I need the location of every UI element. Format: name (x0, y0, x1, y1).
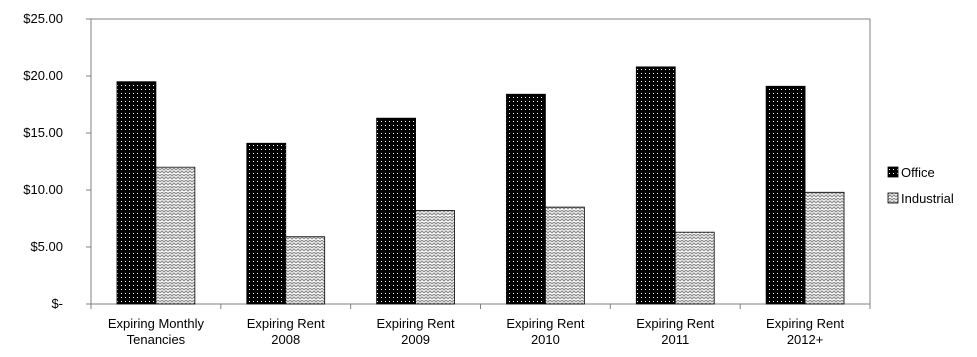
bar-industrial (285, 236, 326, 305)
bar-office (765, 85, 806, 305)
plot-area (90, 18, 871, 305)
legend: Office Industrial (887, 165, 954, 206)
x-category-label: 2009 (401, 332, 430, 347)
bars (116, 66, 845, 305)
bar-industrial (545, 206, 585, 305)
x-category-label: Expiring Rent (766, 316, 844, 331)
bar-office (246, 142, 287, 305)
x-category-label: 2012+ (787, 332, 824, 347)
y-tick-label: $15.00 (23, 125, 63, 140)
x-category-label: Expiring Monthly (108, 316, 205, 331)
x-category-label: 2011 (661, 332, 689, 347)
bar-office (506, 93, 546, 305)
bar-office (635, 66, 676, 305)
legend-label-industrial: Industrial (901, 191, 954, 206)
bar-industrial (415, 210, 455, 305)
bar-industrial (804, 191, 845, 305)
x-category-label: Expiring Rent (506, 316, 584, 331)
y-tick-label: $5.00 (30, 239, 63, 254)
x-category-label: Expiring Rent (247, 316, 325, 331)
y-axis: $- $5.00 $10.00 $15.00 $20.00 $25.00 (23, 11, 91, 311)
x-category-label: 2008 (271, 332, 300, 347)
bar-office (116, 81, 157, 305)
y-tick-label: $- (51, 296, 63, 311)
x-category-label: Tenancies (127, 332, 186, 347)
bar-office (376, 117, 416, 305)
bar-industrial (674, 231, 715, 305)
legend-label-office: Office (901, 165, 935, 180)
bar-industrial (155, 166, 196, 305)
legend-swatch-office (887, 166, 899, 178)
x-category-label: Expiring Rent (377, 316, 455, 331)
legend-swatch-industrial (887, 192, 899, 204)
x-category-label: Expiring Rent (636, 316, 714, 331)
x-category-label: 2010 (531, 332, 560, 347)
y-tick-label: $25.00 (23, 11, 63, 26)
y-tick-label: $10.00 (23, 182, 63, 197)
plot-frame (90, 18, 871, 305)
y-tick-label: $20.00 (23, 68, 63, 83)
